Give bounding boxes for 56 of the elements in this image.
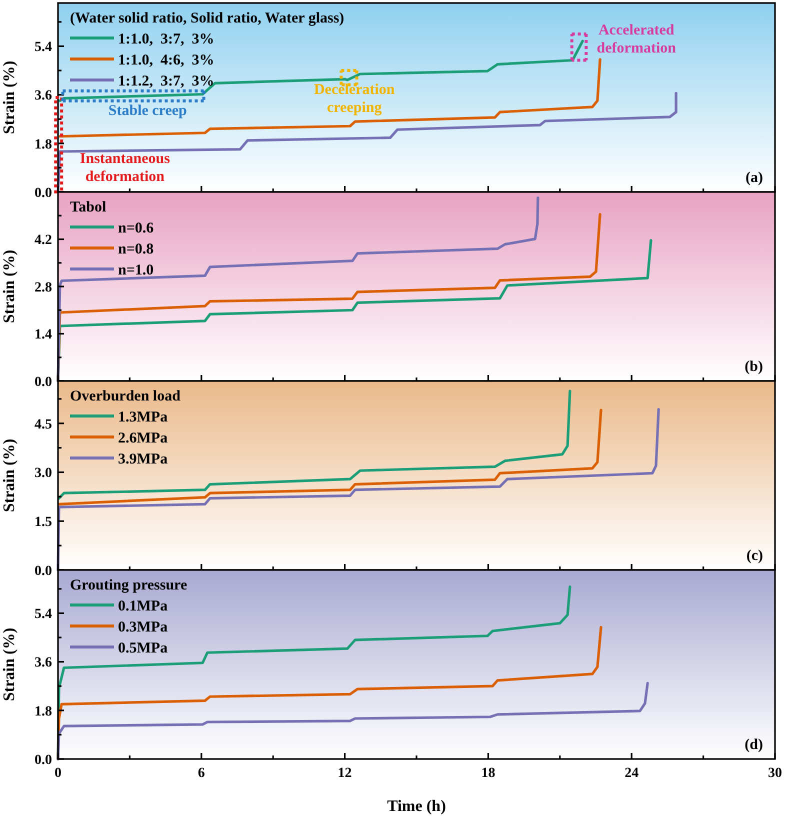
annotation: Stable creep (108, 103, 187, 120)
x-tick-label: 12 (338, 766, 352, 781)
y-tick-label: 3.6 (34, 656, 52, 671)
legend-label: 1:1.0, 3:7, 3% (118, 31, 214, 48)
legend-label: n=1.0 (118, 262, 154, 278)
x-tick-label: 6 (198, 766, 205, 781)
annotation: (c) (746, 548, 763, 564)
y-tick-label: 5.4 (34, 40, 52, 56)
y-tick-label: 4.5 (34, 417, 52, 432)
y-tick-label: 1.8 (34, 704, 52, 720)
text: 3.0 (34, 466, 52, 482)
legend-label: 1:1.0, 4:6, 3% (118, 52, 214, 68)
legend-label: n=0.8 (118, 241, 154, 258)
legend-label: 1:1.2, 3:7, 3% (118, 73, 214, 90)
legend-label: 0.3MPa (118, 619, 168, 636)
legend-label: 0.1MPa (118, 598, 168, 614)
legend-label: n=0.6 (118, 220, 154, 236)
x-tick-label: 0 (54, 766, 62, 781)
x-tick-label: 24 (624, 766, 639, 781)
text: 0.0 (34, 564, 52, 579)
y-tick-label: 1.5 (34, 515, 52, 530)
y-tick-label: 2.8 (34, 280, 52, 296)
annotation: Accelerated deformation (596, 22, 677, 56)
y-tick-label: 5.4 (34, 607, 52, 622)
line-series (58, 408, 602, 506)
line-series (56, 682, 649, 760)
line-series (56, 408, 660, 572)
x-tick-label: 18 (481, 766, 496, 781)
y-tick-label: 4.2 (34, 233, 52, 248)
legend-label: 0.5MPa (118, 640, 168, 656)
text: 0.0 (34, 186, 52, 201)
legend-label: 3.9MPa (118, 451, 168, 468)
legend-title: Overburden load (70, 388, 182, 404)
x-tick-label: 30 (768, 766, 782, 781)
legend-title: Tabol (70, 199, 106, 216)
annotation: (a) (746, 170, 763, 186)
y-axis-title: Strain (%) (1, 60, 18, 134)
annotation: (b) (744, 359, 763, 375)
text: 0.0 (34, 374, 52, 390)
legend-label: 1.3MPa (118, 409, 168, 426)
line-series (56, 196, 540, 382)
y-axis-title: Strain (%) (1, 438, 18, 512)
annotation: Deceleration creeping (314, 82, 396, 116)
text: 0.0 (34, 752, 52, 768)
annotation: Instantaneous deformation (80, 150, 170, 185)
y-axis-title: Strain (%) (1, 250, 18, 324)
legend-title: Grouting pressure (70, 577, 188, 594)
legend-label: 2.6MPa (118, 430, 168, 446)
y-axis-title: Strain (%) (1, 628, 18, 702)
legend-title: (Water solid ratio, Solid ratio, Water glass) (70, 10, 344, 26)
y-tick-label: 3.6 (34, 88, 52, 104)
annotation: (d) (744, 737, 763, 753)
y-tick-label: 1.4 (34, 328, 52, 343)
x-axis-title: Time (h) (387, 798, 446, 815)
line-series (58, 390, 572, 500)
y-tick-label: 1.8 (34, 137, 52, 152)
